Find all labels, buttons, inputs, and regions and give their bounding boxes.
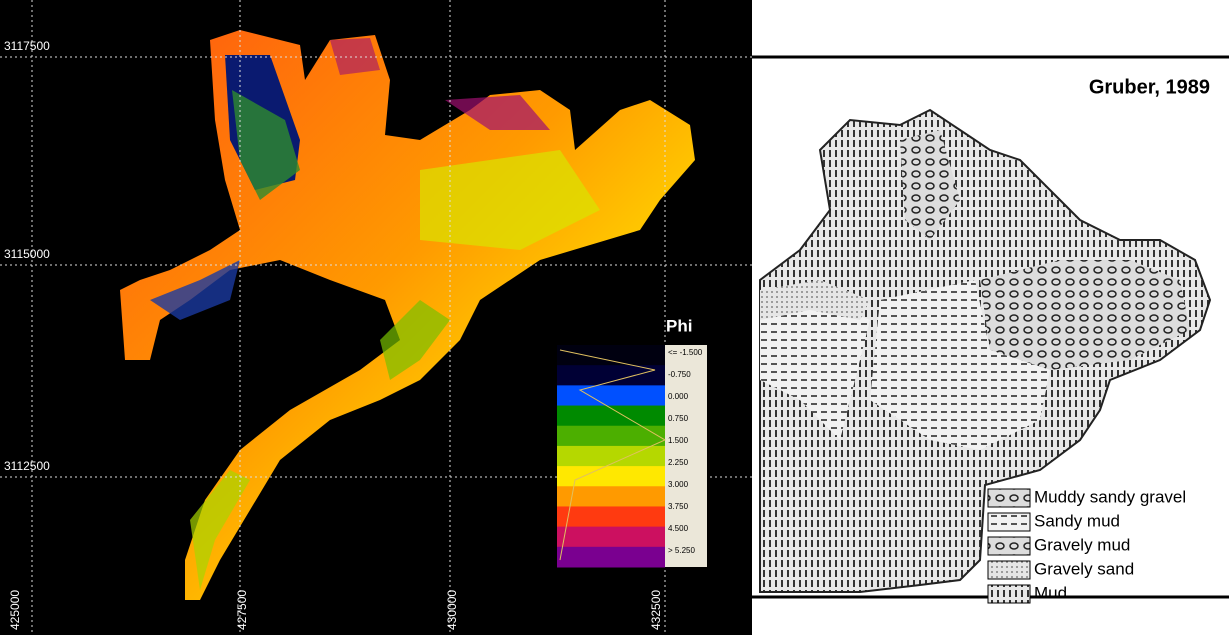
legend-swatch [988, 489, 1030, 507]
scale-label: -0.750 [668, 370, 691, 379]
legend-swatch [988, 537, 1030, 555]
x-label: 430000 [445, 590, 459, 630]
scale-band [557, 426, 665, 447]
legend-label: Muddy sandy gravel [1034, 487, 1186, 506]
scale-label: 0.000 [668, 392, 689, 401]
x-label: 425000 [8, 590, 22, 630]
scale-band [557, 385, 665, 406]
legend-swatch [988, 561, 1030, 579]
scale-label: <= -1.500 [668, 348, 703, 357]
legend-label: Sandy mud [1034, 511, 1120, 530]
scale-label: 3.750 [668, 502, 689, 511]
scale-band [557, 345, 665, 366]
scale-label: 3.000 [668, 480, 689, 489]
scale-band [557, 466, 665, 487]
scale-band [557, 527, 665, 548]
phi-scale: Phi <= -1.500 -0.750 0.000 0.750 1.500 2.250 3… [557, 316, 707, 567]
x-label: 432500 [649, 590, 663, 630]
legend-label: Mud [1034, 583, 1067, 602]
figure: 3117500 3115000 3112500 425000 427500 430000 4… [0, 0, 1229, 635]
legend-swatch [988, 513, 1030, 531]
scale-band [557, 547, 665, 568]
scale-label: 1.500 [668, 436, 689, 445]
legend-label: Gravely mud [1034, 535, 1130, 554]
y-label: 3112500 [4, 459, 50, 473]
x-label: 427500 [235, 590, 249, 630]
scale-label: 2.250 [668, 458, 689, 467]
legend-label: Gravely sand [1034, 559, 1134, 578]
reference-title: Gruber, 1989 [1089, 76, 1210, 98]
legend-swatch [988, 585, 1030, 603]
scale-title: Phi [666, 316, 692, 335]
scale-label: 0.750 [668, 414, 689, 423]
y-label: 3117500 [4, 39, 50, 53]
y-label: 3115000 [4, 247, 50, 261]
scale-label: 4.500 [668, 524, 689, 533]
scale-label: > 5.250 [668, 546, 695, 555]
scale-band [557, 506, 665, 527]
